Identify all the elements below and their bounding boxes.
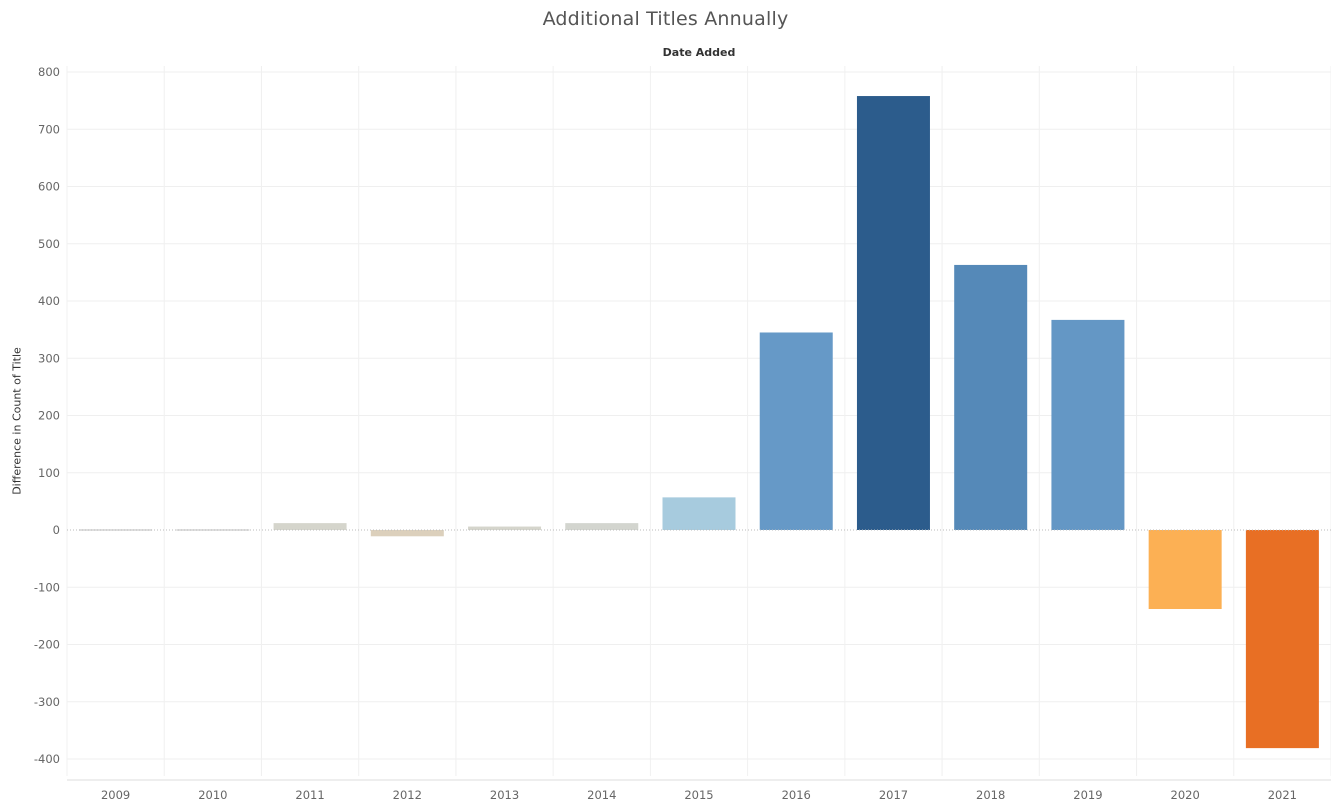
x-tick-label: 2018 [976,788,1005,802]
y-axis-ticks: 800 700 600 500 400 300 200 100 0 -100 -200 -300 -40… [34,65,60,766]
y-tick-label: 300 [38,351,60,365]
bar-2018[interactable] [954,264,1028,530]
bar-2021[interactable] [1245,530,1319,749]
y-tick-label: -100 [34,580,60,594]
bars[interactable] [79,96,1319,749]
bar-2010[interactable] [176,529,250,531]
bar-2019[interactable] [1051,319,1125,530]
x-tick-label: 2013 [490,788,519,802]
bar-2016[interactable] [759,332,833,530]
y-tick-label: 800 [38,65,60,79]
chart-title: Additional Titles Annually [542,8,789,30]
x-tick-label: 2021 [1268,788,1297,802]
x-tick-label: 2020 [1171,788,1200,802]
y-tick-label: 600 [38,180,60,194]
x-tick-label: 2014 [587,788,616,802]
bar-2011[interactable] [273,523,347,530]
y-tick-label: 100 [38,466,60,480]
y-tick-label: 700 [38,122,60,136]
x-tick-label: 2019 [1073,788,1102,802]
bar-2020[interactable] [1148,530,1222,610]
bar-2014[interactable] [565,523,639,530]
y-tick-label: -300 [34,695,60,709]
y-tick-label: -400 [34,752,60,766]
bar-2013[interactable] [468,526,542,530]
y-tick-label: -200 [34,638,60,652]
column-header-label: Date Added [662,46,736,59]
y-tick-label: 400 [38,294,60,308]
bar-2017[interactable] [856,96,930,531]
x-tick-label: 2015 [684,788,713,802]
y-tick-label: 0 [53,523,60,537]
bar-2012[interactable] [370,530,444,537]
gridlines [66,66,1331,776]
x-tick-label: 2012 [393,788,422,802]
x-tick-label: 2009 [101,788,130,802]
x-tick-label: 2010 [198,788,227,802]
x-axis-ticks: 2009 2010 2011 2012 2013 2014 2015 2016 2017 2018… [67,779,1331,802]
y-tick-label: 200 [38,409,60,423]
x-tick-label: 2017 [879,788,908,802]
y-tick-label: 500 [38,237,60,251]
x-tick-label: 2011 [295,788,324,802]
bar-2015[interactable] [662,497,736,530]
x-tick-label: 2016 [782,788,811,802]
